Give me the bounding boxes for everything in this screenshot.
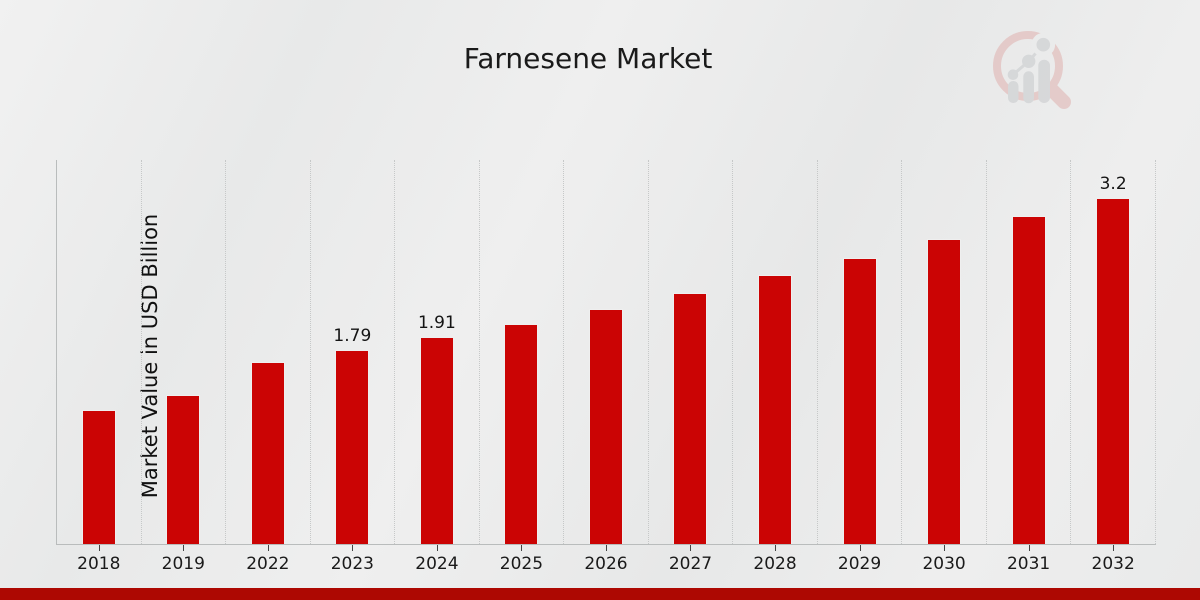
x-tick-label-2027: 2027	[668, 554, 713, 574]
x-axis-tick	[1113, 545, 1115, 551]
chart-column-2023: 1.79 2023	[311, 160, 396, 574]
x-tick-label-2031: 2031	[1006, 554, 1051, 574]
x-axis-tick	[183, 545, 185, 551]
logo-dot-icon	[1007, 69, 1019, 80]
logo-bar-icon	[1008, 81, 1019, 103]
bar-2019	[166, 395, 201, 544]
chart-column-2028: 2028	[733, 160, 818, 574]
bar-2023	[335, 350, 370, 544]
chart-column-2026: 2026	[564, 160, 649, 574]
chart-column-2030: 2030	[902, 160, 987, 574]
x-tick-label-2023: 2023	[330, 554, 374, 574]
x-axis-tick	[1028, 545, 1030, 551]
x-axis-tick	[98, 545, 100, 551]
value-label-2024: 1.91	[417, 313, 456, 333]
x-axis-tick	[521, 545, 523, 551]
x-axis-tick	[436, 545, 438, 551]
chart-title: Farnesene Market	[463, 42, 713, 75]
magnifier-growth-chart-logo	[993, 31, 1071, 109]
x-axis-tick	[690, 545, 692, 551]
chart-column-2031: 2031	[987, 160, 1072, 574]
logo-bar-icon	[1038, 59, 1050, 103]
bar-2027	[673, 293, 708, 544]
bar-2024	[419, 337, 454, 544]
logo-bar-icon	[1023, 71, 1034, 104]
logo-dot-halo	[1031, 32, 1056, 57]
bottom-accent-strip	[0, 588, 1200, 600]
x-axis-tick	[944, 545, 946, 551]
x-tick-label-2028: 2028	[753, 554, 797, 574]
chart-column-2024: 1.91 2024	[395, 160, 480, 574]
chart-column-2029: 2029	[818, 160, 903, 574]
x-tick-label-2025: 2025	[499, 554, 544, 574]
chart-column-2032: 3.2 2032	[1071, 160, 1156, 574]
x-axis-tick	[859, 545, 861, 551]
bar-2025	[504, 324, 539, 544]
x-axis-tick	[267, 545, 269, 551]
x-tick-label-2029: 2029	[837, 554, 882, 574]
bar-2032	[1096, 198, 1131, 544]
bar-2026	[588, 309, 623, 544]
x-tick-label-2032: 2032	[1091, 554, 1135, 574]
x-tick-label-2026: 2026	[584, 554, 628, 574]
bar-2018	[81, 410, 116, 544]
x-axis-tick	[775, 545, 777, 551]
bar-2030	[927, 239, 962, 544]
chart-column-2025: 2025	[480, 160, 565, 574]
magnifier-handle-icon	[1045, 83, 1071, 109]
x-tick-label-2022: 2022	[246, 554, 290, 574]
x-tick-label-2024: 2024	[415, 554, 459, 574]
bar-2022	[250, 362, 285, 544]
chart-column-2022: 2022	[226, 160, 311, 574]
x-tick-label-2019: 2019	[161, 554, 205, 574]
plot-area: 2018 2019 2022 1.79 2023 1.91 2024 2025 2026 2027…	[56, 160, 1156, 574]
chart-column-2018: 2018	[57, 160, 142, 574]
chart-column-2019: 2019	[142, 160, 227, 574]
bar-2031	[1011, 216, 1046, 544]
logo-dot-icon	[1022, 54, 1036, 68]
bar-2029	[842, 258, 877, 544]
chart-column-2027: 2027	[649, 160, 734, 574]
x-tick-label-2018: 2018	[77, 554, 121, 574]
x-tick-label-2030: 2030	[922, 554, 966, 574]
bar-2028	[758, 275, 793, 544]
value-label-2023: 1.79	[333, 326, 372, 346]
x-axis-tick	[352, 545, 354, 551]
value-label-2032: 3.2	[1099, 174, 1127, 194]
x-axis-tick	[605, 545, 607, 551]
